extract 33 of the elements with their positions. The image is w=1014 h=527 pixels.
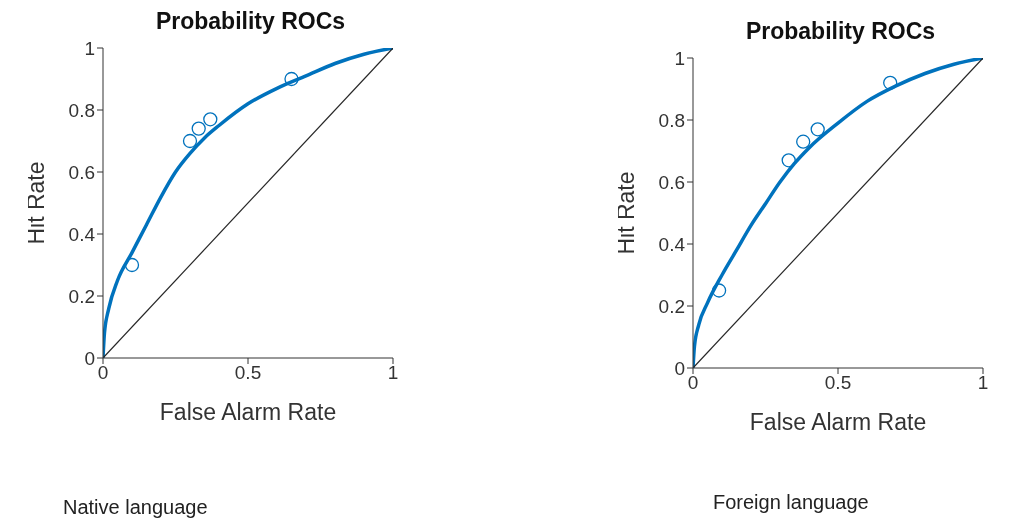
point: [203, 112, 218, 127]
point: [191, 121, 206, 136]
point: [796, 134, 811, 149]
x-axis-title: False Alarm Rate: [159, 399, 337, 425]
point: [883, 75, 898, 90]
x-tick-label: 0.5: [234, 362, 262, 384]
point: [810, 122, 825, 137]
y-tick-label: 0.4: [658, 233, 686, 255]
y-axis-title: Hit Rate: [23, 161, 50, 245]
point: [284, 71, 299, 87]
y-tick-label: 0.2: [68, 285, 95, 307]
y-tick-label: 0.8: [68, 99, 95, 121]
point: [124, 257, 140, 273]
y-tick-label: 0.4: [68, 223, 96, 245]
y-tick-label: 0.2: [658, 295, 685, 317]
point: [182, 133, 198, 149]
y-tick-label: 1: [84, 37, 95, 59]
y-tick-label: 1: [674, 47, 685, 69]
y-tick-label: 0.8: [658, 109, 685, 131]
point: [711, 283, 727, 298]
text: Foreign language: [713, 491, 869, 514]
text: Native language: [63, 496, 208, 519]
y-tick-label: 0.6: [658, 171, 685, 193]
chart-title: Probability ROCs: [744, 18, 937, 46]
x-axis-title: False Alarm Rate: [749, 409, 927, 435]
x-tick-label: 1: [977, 372, 989, 394]
point: [781, 153, 796, 168]
y-tick-label: 0.6: [68, 161, 95, 183]
y-tick-label: 0: [84, 347, 95, 369]
y-axis-title: Hit Rate: [613, 171, 640, 255]
x-tick-label: 1: [387, 362, 399, 384]
x-tick-label: 0.5: [824, 372, 852, 394]
chart-title: Probability ROCs: [154, 8, 347, 36]
